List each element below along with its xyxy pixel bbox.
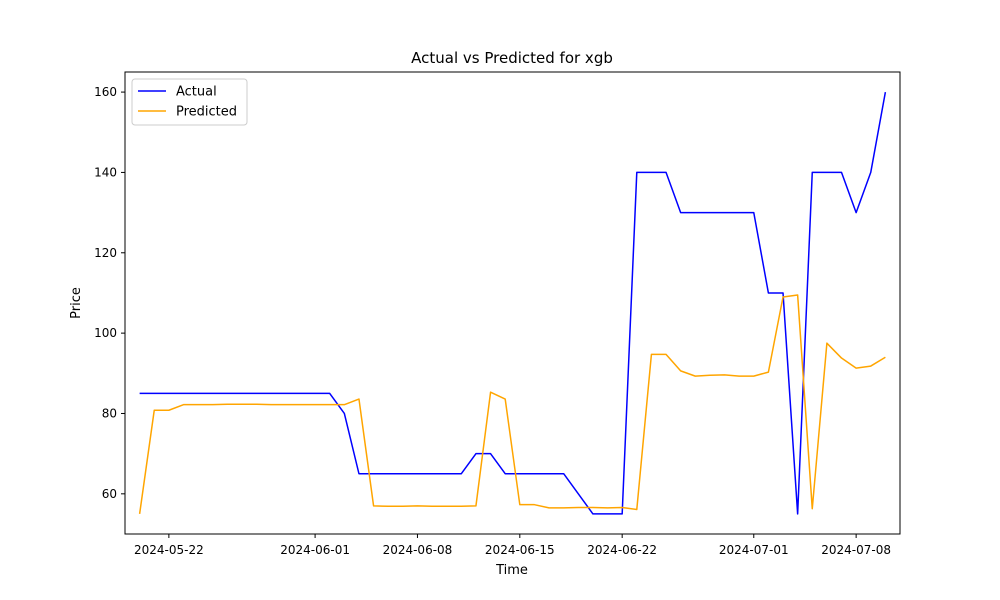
x-axis-label: Time <box>495 563 528 578</box>
y-tick-label: 100 <box>94 326 117 340</box>
y-tick-label: 140 <box>94 165 117 179</box>
x-tick-label: 2024-06-08 <box>383 543 453 557</box>
chart-title: Actual vs Predicted for xgb <box>411 49 613 67</box>
x-axis: 2024-05-22 2024-06-01 2024-06-08 2024-06-15… <box>134 534 891 557</box>
y-axis: 60 80 100 120 140 160 <box>94 85 125 501</box>
legend-label-actual: Actual <box>176 85 217 100</box>
x-tick-label: 2024-05-22 <box>134 543 204 557</box>
y-tick-label: 120 <box>94 246 117 260</box>
y-tick-label: 160 <box>94 85 117 99</box>
plot-area <box>138 91 887 515</box>
x-tick-label: 2024-06-22 <box>587 543 657 557</box>
y-tick-label: 80 <box>102 406 117 420</box>
x-tick-label: 2024-06-15 <box>485 543 555 557</box>
x-tick-label: 2024-06-01 <box>280 543 350 557</box>
legend-label-predicted: Predicted <box>176 105 237 120</box>
series-line-predicted <box>138 294 886 515</box>
x-tick-label: 2024-07-01 <box>719 543 789 557</box>
y-tick-label: 60 <box>102 487 117 501</box>
x-tick-label: 2024-07-08 <box>821 543 891 557</box>
y-axis-label: Price <box>69 287 84 319</box>
legend: Actual Predicted <box>131 78 248 126</box>
series-line-actual <box>139 91 887 515</box>
plot-frame <box>124 71 901 535</box>
